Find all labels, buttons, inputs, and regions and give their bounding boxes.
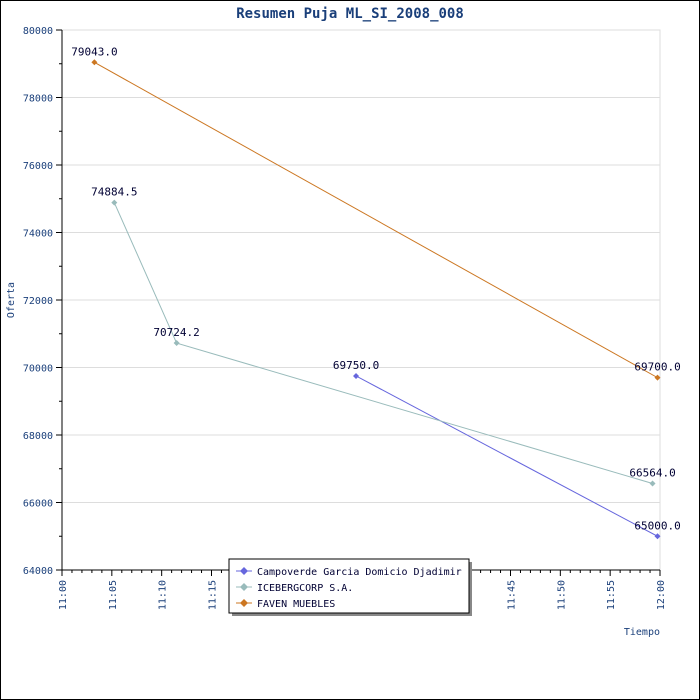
data-point [353, 372, 360, 379]
y-tick-label: 72000 [23, 296, 53, 307]
y-tick-label: 80000 [23, 26, 53, 37]
data-label: 70724.2 [153, 326, 199, 339]
data-label: 74884.5 [91, 186, 137, 199]
y-tick-label: 66000 [23, 499, 53, 510]
series-1: 74884.5 70724.2 66564.0 [91, 186, 676, 487]
series-2: 79043.0 69700.0 [71, 45, 681, 381]
data-point [654, 533, 661, 540]
data-point [173, 340, 180, 347]
y-tick-label: 68000 [23, 431, 53, 442]
x-tick-label: 11:10 [158, 580, 169, 610]
y-tick-label: 78000 [23, 94, 53, 105]
x-tick-label: 11:15 [208, 580, 219, 610]
data-label: 79043.0 [71, 45, 117, 58]
y-tick-label: 76000 [23, 161, 53, 172]
data-point [111, 199, 118, 206]
data-label: 69750.0 [333, 359, 379, 372]
data-label: 66564.0 [629, 466, 675, 479]
data-label: 65000.0 [634, 519, 680, 532]
x-tick-label: 11:55 [606, 580, 617, 610]
series-line [355, 375, 658, 537]
legend-box [228, 558, 470, 614]
x-tick-label: 11:50 [556, 580, 567, 610]
legend: Campoverde Garcia Domicio Djadimir ICEBER… [228, 558, 472, 616]
x-tick-label: 11:45 [507, 580, 518, 610]
data-point [654, 374, 661, 381]
x-axis-label: Tiempo [624, 627, 660, 638]
legend-marker [240, 583, 248, 591]
legend-marker [240, 567, 248, 575]
grid [61, 29, 661, 571]
legend-label: FAVEN MUEBLES [257, 599, 335, 610]
y-tick-label: 74000 [23, 229, 53, 240]
data-point [91, 59, 98, 66]
legend-marker [240, 599, 248, 607]
series-line [94, 61, 658, 379]
x-tick-label: 11:00 [58, 580, 69, 610]
data-point [649, 480, 656, 487]
x-tick-label: 12:00 [656, 580, 667, 610]
y-tick-label: 64000 [23, 566, 53, 577]
chart-title: Resumen Puja ML_SI_2008_008 [236, 6, 464, 22]
series-0: 69750.0 65000.0 [333, 359, 681, 540]
data-label: 69700.0 [634, 361, 680, 374]
legend-label: Campoverde Garcia Domicio Djadimir [257, 567, 462, 578]
y-tick-label: 70000 [23, 364, 53, 375]
x-tick-label: 11:05 [108, 580, 119, 610]
legend-label: ICEBERGCORP S.A. [257, 583, 353, 594]
y-axis-ticks: 64000 66000 68000 70000 72000 74000 76000 78000… [23, 26, 62, 577]
y-axis-label: Oferta [6, 282, 17, 318]
series-layer: 69750.0 65000.0 74884.5 70724.2 66564.0 79043… [71, 45, 681, 540]
